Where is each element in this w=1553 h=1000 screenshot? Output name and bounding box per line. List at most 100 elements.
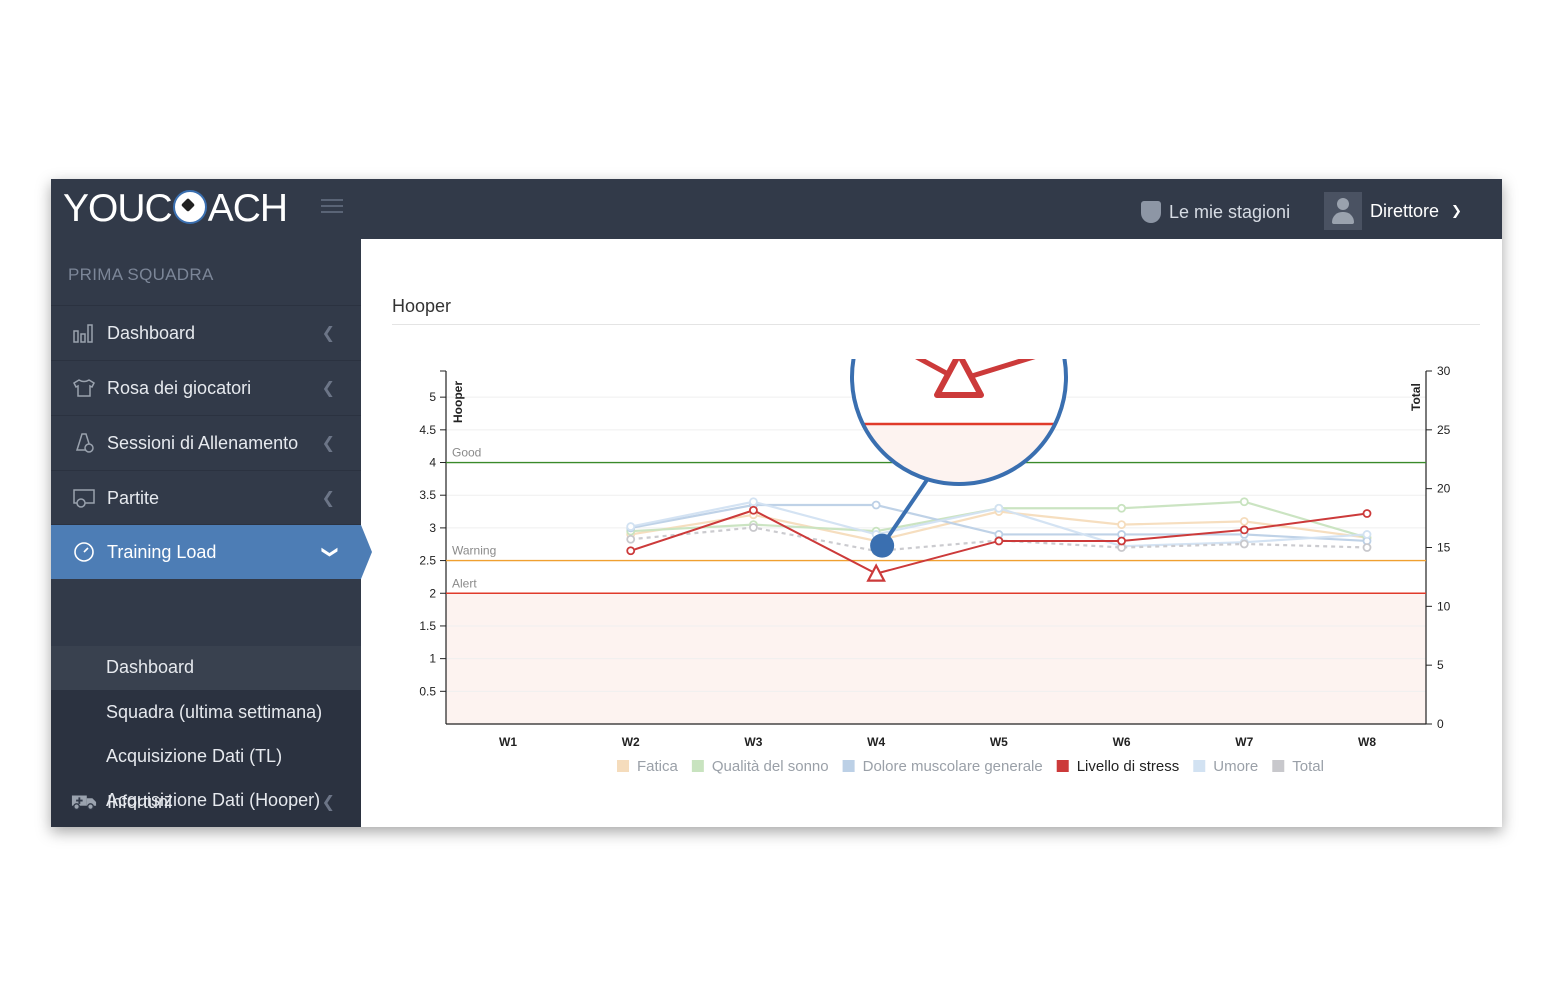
y-tick-label-right: 25 — [1437, 423, 1451, 437]
y-tick-label-left: 3 — [429, 521, 436, 535]
sidebar-item-label: Infortuni — [107, 791, 173, 812]
y-tick-label-right: 30 — [1437, 364, 1451, 378]
x-tick-label: W4 — [867, 735, 885, 749]
bar-chart-icon — [71, 322, 97, 344]
y-axis-label-left: Hooper — [451, 381, 465, 423]
magnifier-ring — [850, 359, 1068, 486]
avatar — [1324, 192, 1362, 230]
sidebar-section-title: PRIMA SQUADRA — [68, 265, 214, 284]
y-tick-label-left: 2.5 — [419, 554, 436, 568]
legend-swatch — [1056, 760, 1069, 772]
series-point — [1239, 539, 1249, 549]
threshold-label-good: Good — [452, 446, 481, 460]
seasons-label: Le mie stagioni — [1169, 201, 1291, 222]
submenu-item-dashboard[interactable]: Dashboard — [51, 646, 361, 690]
sidebar-item-sessioni[interactable]: Sessioni di Allenamento ❮ — [51, 415, 361, 470]
x-tick-label: W7 — [1235, 735, 1253, 749]
x-tick-label: W5 — [990, 735, 1008, 749]
series-point — [1239, 516, 1249, 526]
legend-label: Fatica — [637, 758, 679, 775]
ambulance-icon — [71, 791, 97, 813]
legend-label: Livello di stress — [1077, 758, 1180, 775]
magnifier-connector — [880, 475, 931, 547]
sidebar-item-label: Sessioni di Allenamento — [107, 432, 299, 453]
y-tick-label-left: 0.5 — [419, 684, 436, 698]
sidebar-item-label: Rosa dei giocatori — [107, 377, 252, 398]
y-tick-label-left: 2 — [429, 586, 436, 600]
chevron-left-icon: ❮ — [321, 325, 335, 342]
chevron-left-icon: ❮ — [321, 490, 335, 507]
y-tick-label-left: 1 — [429, 652, 436, 666]
x-tick-label: W8 — [1358, 735, 1376, 749]
y-tick-label-left: 4.5 — [419, 423, 436, 437]
chevron-down-icon: ❮ — [320, 545, 338, 559]
sidebar-item-partite[interactable]: Partite ❮ — [51, 470, 361, 525]
sidebar-item-rosa[interactable]: Rosa dei giocatori ❮ — [51, 360, 361, 415]
menu-toggle-icon[interactable] — [321, 199, 343, 217]
submenu-item-acquisizione-hooper[interactable]: Acquisizione Dati (Hooper) — [106, 790, 320, 811]
x-tick-label: W2 — [622, 735, 640, 749]
sidebar-item-label: Training Load — [107, 541, 217, 562]
chevron-left-icon: ❮ — [321, 794, 335, 811]
top-navbar: YOUC ACH Le mie stagioni Direttore ❯ — [51, 179, 1502, 239]
series-point — [1239, 497, 1249, 507]
series-point — [1362, 543, 1372, 552]
page-title: Hooper — [392, 296, 452, 316]
submenu-item-label: Squadra (ultima settimana) — [106, 702, 323, 722]
training-load-submenu: Dashboard Squadra (ultima settimana) Acq… — [51, 646, 361, 827]
series-point — [626, 546, 636, 556]
sidebar-item-training-load[interactable]: Training Load ❮ — [51, 524, 372, 579]
y-tick-label-right: 10 — [1437, 599, 1451, 613]
goal-icon — [71, 487, 97, 509]
y-tick-label-left: 3.5 — [419, 488, 436, 502]
seasons-link[interactable]: Le mie stagioni — [1141, 201, 1290, 223]
football-icon — [172, 190, 207, 224]
sidebar-item-dashboard[interactable]: Dashboard ❮ — [51, 305, 361, 360]
chevron-left-icon: ❮ — [321, 435, 335, 452]
submenu-item-label: Acquisizione Dati (Hooper) — [106, 790, 321, 810]
legend-swatch — [842, 760, 855, 772]
chevron-down-icon: ❯ — [1451, 203, 1462, 218]
legend-swatch — [1272, 760, 1285, 772]
series-point — [1362, 530, 1372, 539]
x-tick-label: W6 — [1113, 735, 1131, 749]
x-tick-label: W1 — [499, 735, 517, 749]
gauge-icon — [71, 541, 97, 563]
app-window: YOUC ACH Le mie stagioni Direttore ❯ PRIM… — [51, 179, 1502, 827]
shield-icon — [1141, 201, 1161, 223]
y-tick-label-right: 15 — [1437, 541, 1451, 555]
magnifier-anchor — [870, 533, 895, 558]
submenu-item-label: Acquisizione Dati (TL) — [106, 746, 283, 766]
y-tick-label-left: 4 — [429, 456, 436, 470]
y-tick-label-right: 20 — [1437, 482, 1451, 496]
series-point — [626, 534, 636, 544]
user-name: Direttore — [1370, 200, 1440, 221]
series-point — [994, 536, 1004, 546]
series-point — [1362, 509, 1372, 518]
legend-label: Dolore muscolare generale — [863, 758, 1043, 775]
legend-label: Qualità del sonno — [712, 758, 829, 775]
submenu-item-squadra[interactable]: Squadra (ultima settimana) — [106, 702, 322, 723]
sidebar-item-label: Partite — [107, 487, 160, 508]
sidebar-item-infortuni[interactable]: Infortuni ❮ — [51, 774, 361, 827]
cone-icon — [71, 432, 97, 454]
jersey-icon — [71, 377, 97, 399]
submenu-item-label: Dashboard — [106, 657, 195, 677]
series-point — [749, 523, 758, 532]
y-tick-label-left: 1.5 — [419, 619, 436, 633]
chevron-left-icon: ❮ — [321, 380, 335, 397]
y-tick-label-left: 5 — [429, 390, 436, 404]
legend-label: Total — [1292, 758, 1324, 775]
sidebar-item-label: Dashboard — [107, 322, 196, 343]
hooper-chart: 0.5 1 1.5 2 2.5 3 3.5 4 4.5 5 0 5 10 15 20 25 30 Hooper To… — [419, 359, 1451, 775]
user-menu[interactable]: Direttore ❯ — [1324, 191, 1462, 231]
youcoach-logo[interactable]: YOUC ACH — [63, 187, 288, 230]
series-point — [1117, 520, 1126, 530]
threshold-label-alert: Alert — [452, 576, 477, 590]
legend-swatch — [691, 760, 704, 772]
threshold-label-warning: Warning — [452, 544, 496, 558]
x-tick-label: W3 — [744, 735, 762, 749]
submenu-item-acquisizione-tl[interactable]: Acquisizione Dati (TL) — [106, 746, 282, 767]
sidebar: PRIMA SQUADRA Dashboard ❮ Rosa dei gioca… — [51, 239, 372, 827]
y-axis-label-right: Total — [1409, 383, 1423, 411]
